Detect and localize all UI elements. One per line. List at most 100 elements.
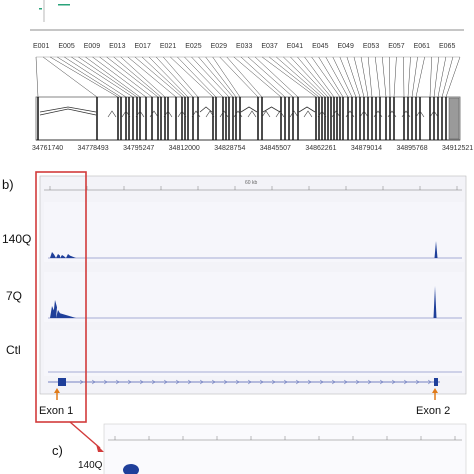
mapping-line — [311, 56, 341, 98]
intron-line — [331, 110, 341, 118]
mapping-line — [191, 56, 230, 98]
mapping-line — [212, 56, 241, 98]
intron-line — [373, 110, 383, 118]
intron-line — [247, 110, 257, 118]
strand-arrow — [199, 379, 204, 385]
mapping-line — [318, 56, 344, 98]
strand-arrow — [259, 379, 264, 385]
exon-label: E021 — [159, 43, 177, 50]
exon-label: E009 — [83, 43, 101, 50]
top-plot-mark — [58, 4, 70, 6]
intron-line — [345, 110, 355, 118]
intron-line — [359, 110, 369, 118]
intron-line — [177, 110, 187, 118]
panel-c-frame — [103, 423, 467, 474]
mapping-line — [411, 56, 418, 98]
coordinate-label: 34761740 — [32, 145, 64, 152]
intron-line — [121, 110, 131, 118]
track-label-7q: 7Q — [6, 289, 23, 303]
intron-line — [387, 110, 397, 118]
strand-arrow — [211, 379, 216, 385]
mapping-line — [415, 56, 425, 98]
utr-block — [448, 97, 460, 140]
strand-arrow — [271, 379, 276, 385]
mapping-line — [382, 56, 387, 98]
exon-label: E065 — [439, 43, 456, 50]
strand-arrow — [187, 379, 192, 385]
strand-arrow — [151, 379, 156, 385]
mapping-line — [177, 56, 217, 98]
mapping-line — [240, 56, 286, 98]
mapping-line — [429, 56, 432, 98]
exon-label: E025 — [185, 43, 202, 50]
mapping-line — [407, 56, 411, 98]
mapping-line — [374, 56, 381, 98]
intron-line — [135, 110, 145, 118]
strand-arrow — [319, 379, 324, 385]
exon-label: E033 — [236, 43, 253, 50]
mapping-line — [226, 56, 263, 98]
mapping-line — [184, 56, 224, 98]
panel-b-letter: b) — [2, 177, 14, 192]
intron-line — [275, 110, 285, 118]
mapping-line — [433, 56, 440, 98]
strand-arrow — [223, 379, 228, 385]
exon2-label: Exon 2 — [416, 405, 451, 417]
strand-arrow — [295, 379, 300, 385]
mapping-line — [163, 56, 199, 98]
signal-peak — [48, 252, 76, 258]
exon1-label: Exon 1 — [39, 405, 74, 417]
mapping-line — [148, 56, 189, 98]
coordinate-label: 34795247 — [123, 145, 155, 152]
strand-arrow — [247, 379, 252, 385]
panel-c-signal — [123, 464, 139, 474]
mapping-line — [42, 56, 98, 98]
mapping-line — [233, 56, 282, 98]
mapping-line — [339, 56, 357, 98]
strand-arrow — [415, 379, 420, 385]
strand-arrow — [127, 379, 132, 385]
mapping-line — [269, 56, 320, 98]
signal-peak-exon2 — [433, 286, 437, 318]
exon-label: E037 — [261, 43, 278, 50]
intron-line — [240, 106, 258, 113]
mapping-line — [170, 56, 214, 98]
mapping-line — [437, 56, 447, 98]
strand-arrow — [379, 379, 384, 385]
coordinate-label: 34778493 — [77, 145, 109, 152]
exon1-highlight-box — [35, 171, 87, 423]
strand-arrow — [91, 379, 96, 385]
intron-line — [163, 110, 173, 118]
strand-arrow — [307, 379, 312, 385]
strand-arrow — [355, 379, 360, 385]
mapping-line — [35, 56, 39, 98]
mapping-line — [99, 56, 153, 98]
mapping-line — [283, 56, 326, 98]
mapping-line — [85, 56, 141, 98]
strand-arrow — [391, 379, 396, 385]
signal-peak-exon2 — [434, 241, 438, 258]
exon-label: E001 — [33, 43, 50, 50]
strand-arrow — [427, 379, 432, 385]
mapping-line — [134, 56, 183, 98]
strand-arrow — [235, 379, 240, 385]
mapping-line — [325, 56, 349, 98]
mapping-line — [92, 56, 147, 98]
exon-label: E061 — [413, 43, 430, 50]
coordinate-label: 34845507 — [259, 145, 291, 152]
panel-a-top-plot — [30, 0, 464, 31]
intron-line — [415, 110, 425, 118]
mapping-line — [205, 56, 237, 98]
intron-line — [205, 110, 215, 118]
intron-line — [191, 110, 201, 118]
mapping-line — [120, 56, 166, 98]
zoom-connector-head — [96, 444, 104, 452]
mapping-line — [50, 56, 119, 98]
exon-label: E041 — [286, 43, 304, 50]
top-plot-mark-2 — [39, 8, 42, 10]
strand-arrow — [103, 379, 108, 385]
exon-label: E005 — [58, 43, 75, 50]
zoom-connector — [69, 421, 101, 449]
mapping-line — [219, 56, 259, 98]
exon-label: E029 — [210, 43, 227, 50]
